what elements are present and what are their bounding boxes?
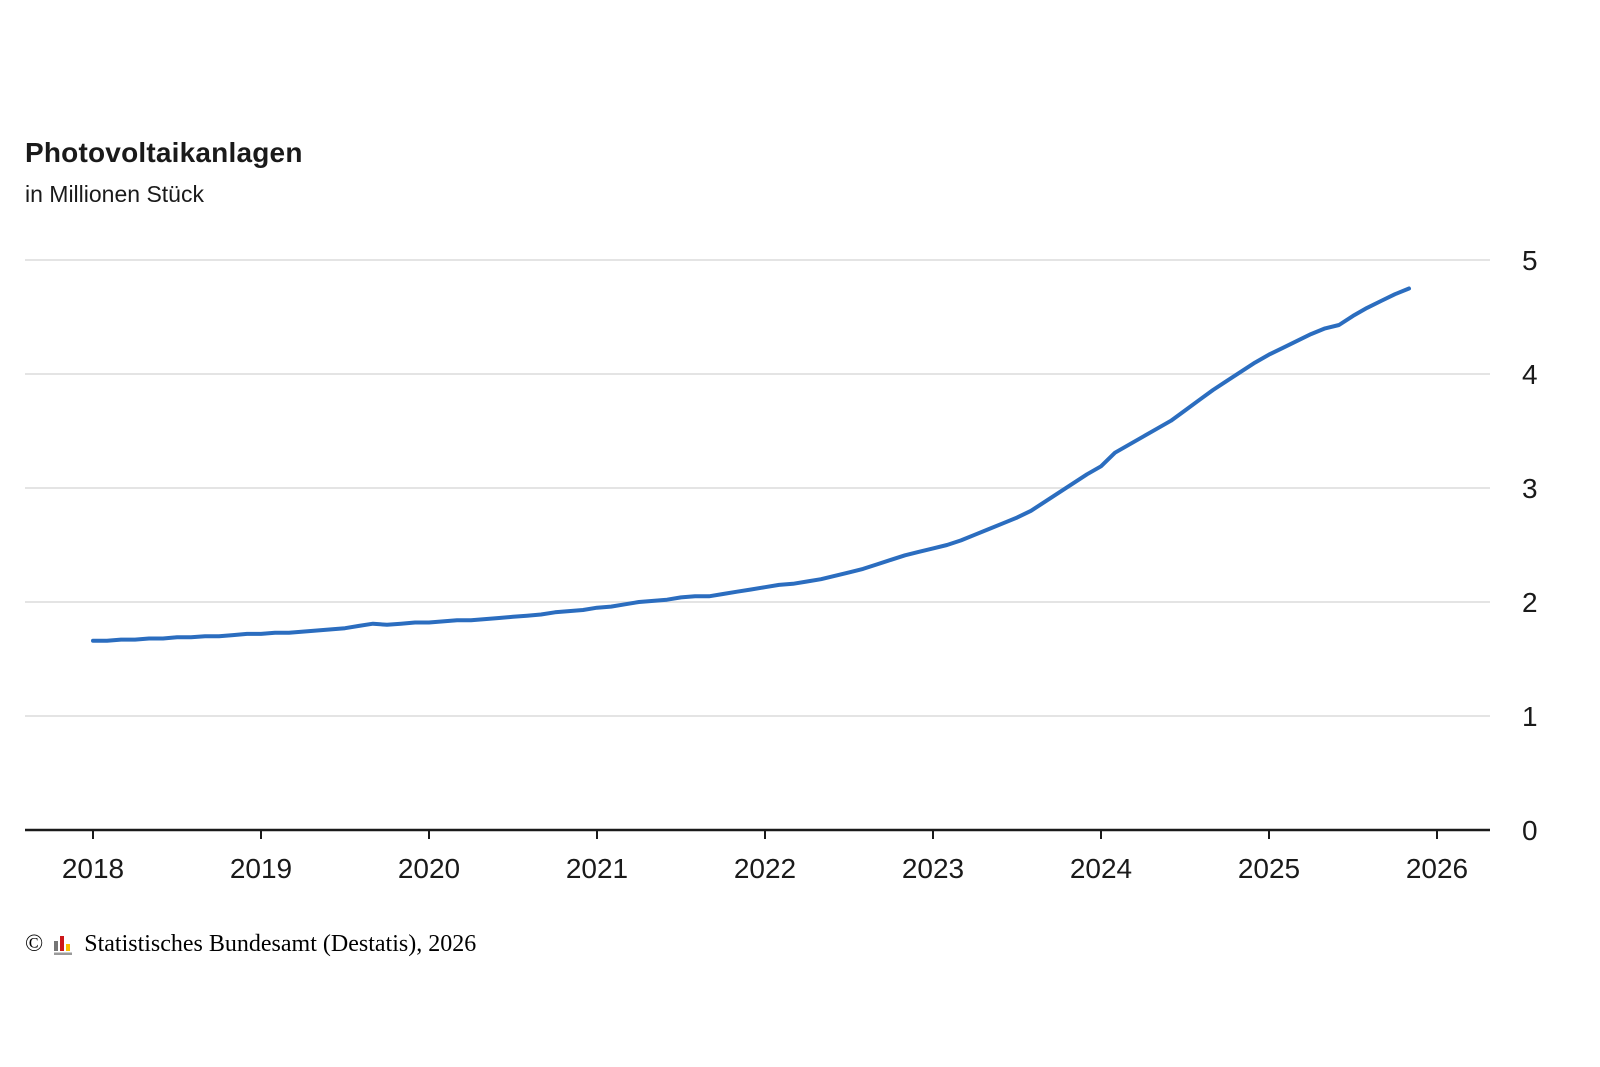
y-axis-tick-label: 0 bbox=[1522, 815, 1538, 846]
data-line bbox=[91, 286, 1411, 643]
x-axis-tick-label: 2020 bbox=[398, 853, 460, 884]
x-axis-tick-label: 2019 bbox=[230, 853, 292, 884]
y-axis-tick-label: 1 bbox=[1522, 701, 1538, 732]
source-footer: © Statistisches Bundesamt (Destatis), 20… bbox=[25, 931, 476, 958]
source-text: Statistisches Bundesamt (Destatis), 2026 bbox=[84, 931, 477, 957]
x-axis-tick-label: 2022 bbox=[734, 853, 796, 884]
line-chart: 0 1 2 3 4 5 2018 2019 2020 2021 2022 2023 2024 2025 20… bbox=[25, 245, 1538, 884]
x-axis-tick-label: 2025 bbox=[1238, 853, 1300, 884]
y-axis-tick-label: 2 bbox=[1522, 587, 1538, 618]
copyright-symbol: © bbox=[25, 931, 44, 957]
x-axis-tick-label: 2023 bbox=[902, 853, 964, 884]
x-axis-tick-label: 2021 bbox=[566, 853, 628, 884]
y-axis-tick-label: 3 bbox=[1522, 473, 1538, 504]
chart-subtitle: in Millionen Stück bbox=[25, 181, 204, 207]
y-axis-tick-label: 5 bbox=[1522, 245, 1538, 276]
chart-title: Photovoltaikanlagen bbox=[25, 137, 303, 168]
destatis-logo-icon bbox=[54, 936, 73, 955]
x-axis-tick-label: 2026 bbox=[1406, 853, 1468, 884]
x-axis-tick-label: 2018 bbox=[62, 853, 124, 884]
y-axis-tick-label: 4 bbox=[1522, 359, 1538, 390]
x-axis-tick-label: 2024 bbox=[1070, 853, 1132, 884]
